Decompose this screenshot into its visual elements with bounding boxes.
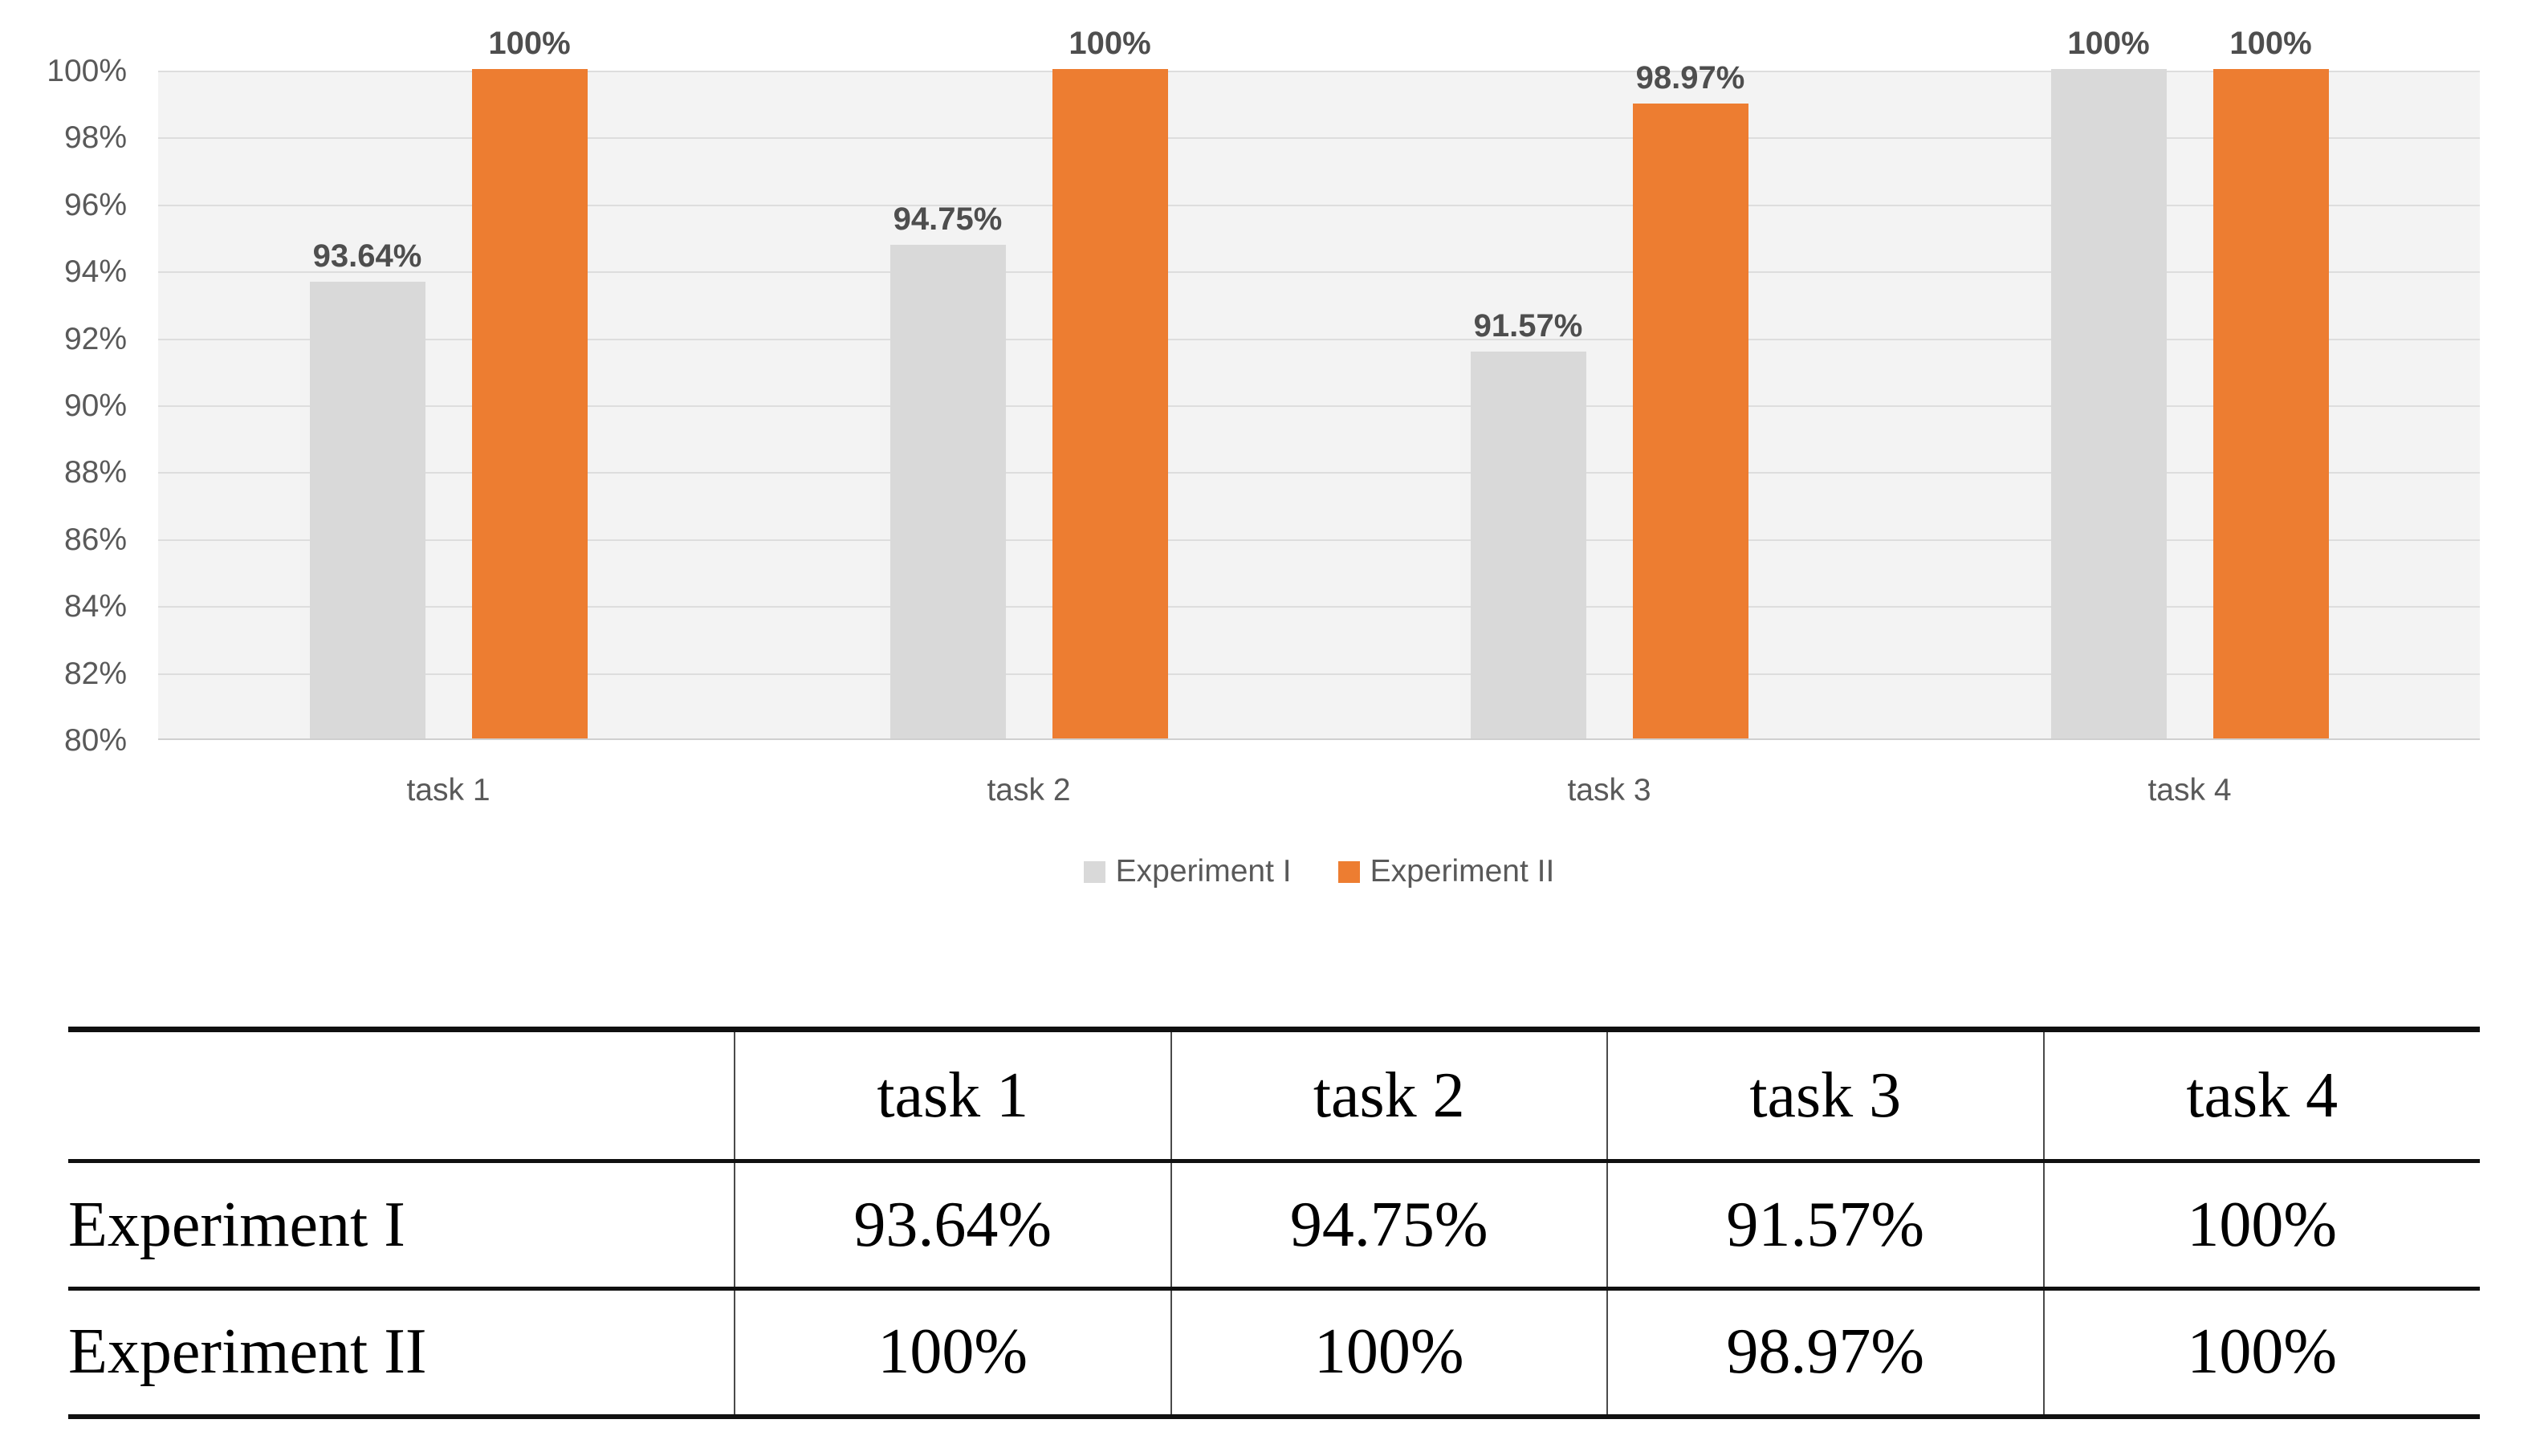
bar-value-label: 100% [2229,26,2312,61]
legend-label: Experiment II [1370,854,1555,889]
gridline [158,738,2480,740]
table-value-cell: 100% [735,1288,1172,1417]
table-value-cell: 94.75% [1170,1161,1608,1289]
gridline [158,71,2480,72]
table-value-cell: 93.64% [735,1161,1172,1289]
bar-experiment-ii [471,69,588,738]
y-axis-tick-label: 96% [63,187,127,222]
table-row-label: Experiment II [68,1288,735,1417]
table-value-cell: 91.57% [1607,1161,2045,1289]
y-axis-tick-label: 84% [63,589,127,624]
gridline [158,405,2480,407]
y-axis-tick-label: 80% [63,723,127,758]
y-axis-tick-label: 86% [63,522,127,557]
legend-item: Experiment II [1337,854,1555,889]
bar-value-label: 100% [1069,26,1151,61]
legend-item: Experiment I [1083,854,1292,889]
y-axis-tick-label: 88% [63,455,127,490]
bar-value-label: 100% [2067,26,2150,61]
table-row-label: Experiment I [68,1161,735,1289]
legend-swatch-icon [1337,860,1360,883]
gridline [158,204,2480,206]
table-row: Experiment I 93.64% 94.75% 91.57% 100% [68,1161,2480,1289]
bar-value-label: 94.75% [893,201,1003,237]
legend-label: Experiment I [1115,854,1292,889]
table-corner-cell [68,1029,735,1161]
bar-value-label: 100% [488,26,571,61]
bar-experiment-i [1470,351,1586,738]
bar-value-label: 91.57% [1473,307,1583,344]
bar-experiment-i [2050,69,2167,738]
y-axis-tick-label: 92% [63,321,127,356]
table-value-cell: 100% [1170,1288,1608,1417]
y-axis-tick-label: 100% [47,54,127,88]
y-axis-tick-label: 98% [63,120,127,156]
results-table: task 1 task 2 task 3 task 4 Experiment I 93.… [68,1027,2480,1419]
table-row: Experiment II 100% 100% 98.97% 100% [68,1288,2480,1417]
gridline [158,539,2480,541]
y-axis-tick-label: 90% [63,388,127,423]
table-value-cell: 100% [2187,1189,2338,1260]
bar-experiment-ii [1052,69,1168,738]
chart-legend: Experiment I Experiment II [158,854,2480,889]
bar-experiment-i [309,282,425,738]
gridline [158,271,2480,274]
gridline [158,673,2480,675]
table-value-cell: 98.97% [1607,1288,2045,1417]
bar-value-label: 98.97% [1635,59,1745,96]
x-axis-category-label: task 4 [2147,773,2232,807]
x-axis-category-label: task 2 [987,773,1071,807]
table-header-cell: task 3 [1607,1029,2045,1161]
table-value-cell: 100% [2187,1316,2338,1388]
gridline [158,606,2480,608]
table-header-cell: task 2 [1170,1029,1608,1161]
y-axis-tick-label: 94% [63,254,127,290]
table-header-row: task 1 task 2 task 3 task 4 [68,1029,2480,1161]
y-axis-tick-label: 82% [63,656,127,691]
bar-experiment-i [889,244,1006,738]
bar-value-label: 93.64% [312,238,422,275]
table-header-cell: task 1 [735,1029,1172,1161]
table-header-cell: task 4 [2186,1059,2339,1131]
gridline [158,338,2480,340]
legend-swatch-icon [1083,860,1105,883]
x-axis-category-label: task 3 [1567,773,1651,807]
gridline [158,472,2480,474]
bar-experiment-ii [1632,103,1748,738]
gridline [158,137,2480,140]
bar-chart-plot-area [158,69,2480,740]
bar-experiment-ii [2212,69,2329,738]
x-axis-category-label: task 1 [406,773,491,807]
